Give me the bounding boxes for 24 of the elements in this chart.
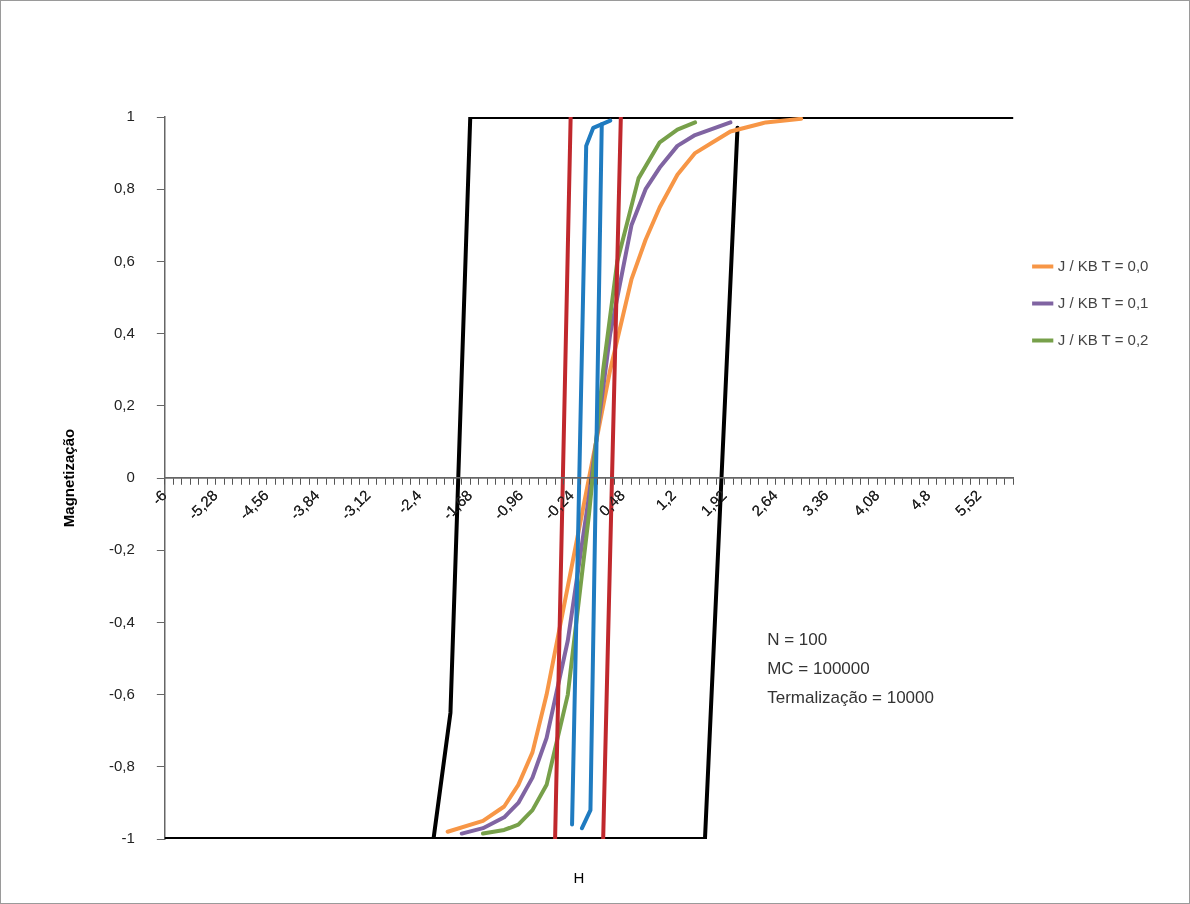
y-tick-label: -0,8 <box>108 756 135 774</box>
y-tick-label: 0,6 <box>113 251 135 269</box>
y-tick-label: 0,2 <box>113 395 135 413</box>
y-tick-label: -0,4 <box>108 612 135 630</box>
y-tick-label: -0,2 <box>108 540 135 558</box>
legend-label: J / KB T = 0,0 <box>1057 256 1149 274</box>
y-tick-label: -1 <box>121 829 135 847</box>
annotation: MC = 100000 <box>767 659 870 679</box>
y-axis-title: Magnetização <box>60 428 78 528</box>
annotation: Termalização = 10000 <box>767 688 934 708</box>
y-tick-label: 1 <box>126 107 135 125</box>
y-tick-label: -0,6 <box>108 684 135 702</box>
y-tick-label: 0 <box>126 468 135 486</box>
x-tick-label: 4,8 <box>906 486 934 514</box>
annotation: N = 100 <box>767 630 828 650</box>
x-tick-label: -2,4 <box>394 486 425 517</box>
y-tick-label: 0,8 <box>113 179 135 197</box>
x-tick-label: 4,08 <box>849 486 883 520</box>
x-axis-title: H <box>573 869 585 887</box>
y-tick-label: 0,4 <box>113 323 135 341</box>
x-tick-label: 1,2 <box>652 486 679 514</box>
legend-label: J / KB T = 0,2 <box>1057 330 1149 348</box>
x-tick-label: -6 <box>148 486 170 508</box>
legend-label: J / KB T = 0,1 <box>1057 293 1149 311</box>
